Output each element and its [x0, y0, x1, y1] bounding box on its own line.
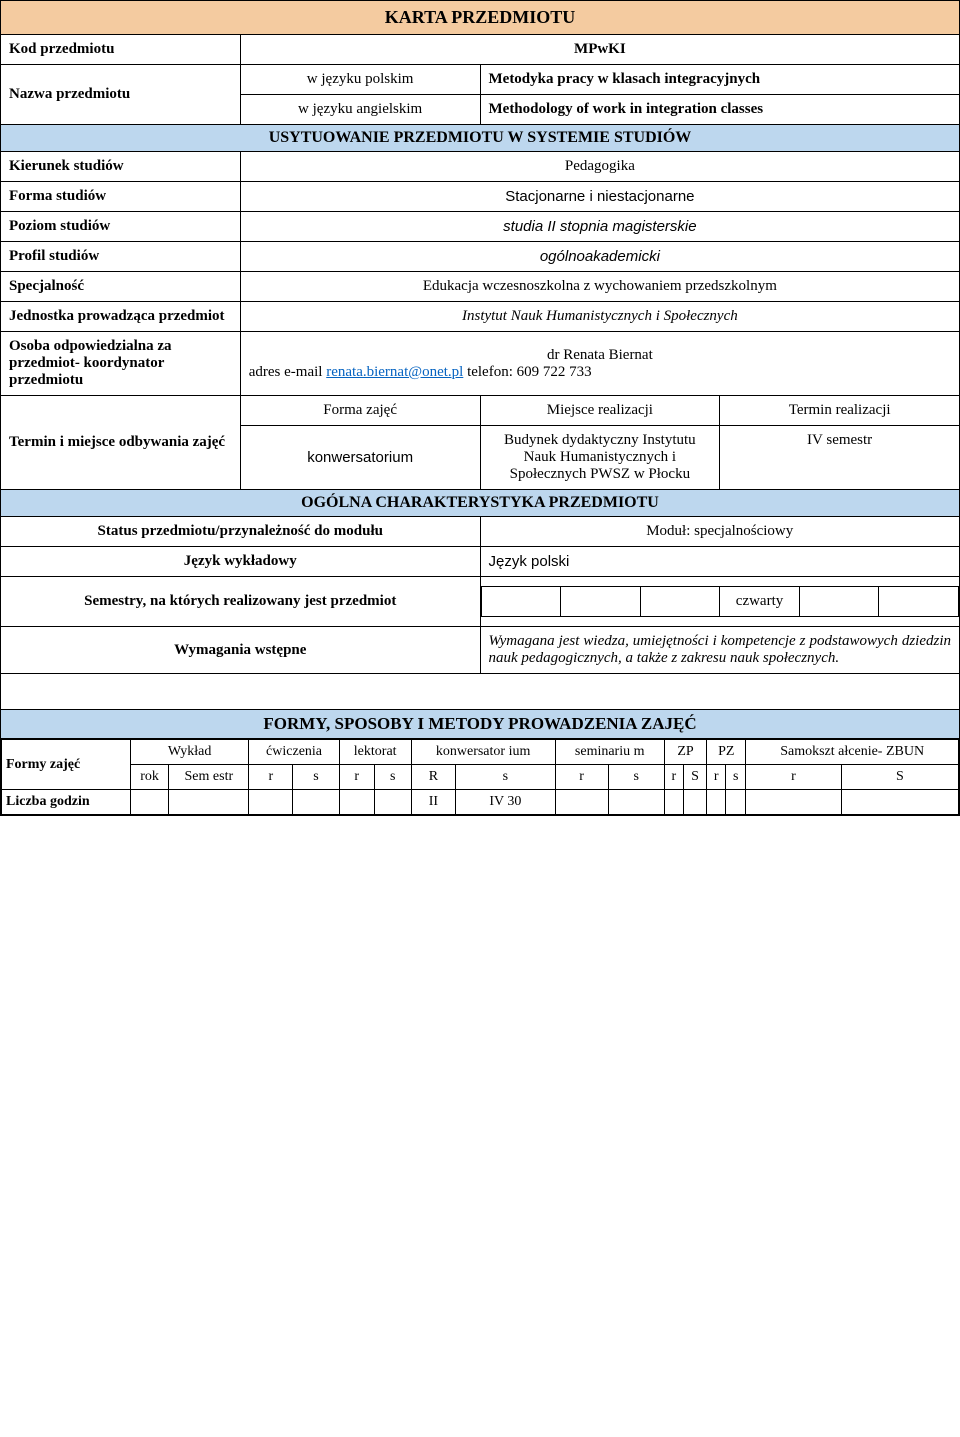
sub-r2: r [339, 765, 374, 790]
miejsce-value: Budynek dydaktyczny Instytutu Nauk Human… [480, 426, 720, 490]
sub-r1: r [249, 765, 293, 790]
wang-value: Methodology of work in integration class… [480, 95, 960, 125]
osoba-tel: telefon: 609 722 733 [463, 364, 591, 380]
sub-s4: s [608, 765, 664, 790]
osoba-pre: adres e-mail [249, 364, 326, 380]
forma-value: Stacjonarne i niestacjonarne [240, 182, 959, 212]
kierunek-value: Pedagogika [240, 152, 959, 182]
osoba-value: dr Renata Biernat adres e-mail renata.bi… [240, 332, 959, 396]
semestry-value: czwarty [720, 587, 800, 617]
kod-label: Kod przedmiotu [1, 35, 241, 65]
wang-label: w języku angielskim [240, 95, 480, 125]
nazwa-label: Nazwa przedmiotu [1, 65, 241, 125]
col-wyklad: Wykład [130, 740, 249, 765]
course-card-table: KARTA PRZEDMIOTU Kod przedmiotu MPwKI Na… [0, 0, 960, 816]
jednostka-label: Jednostka prowadząca przedmiot [1, 302, 241, 332]
formy-label: Formy zajęć [2, 740, 131, 790]
sub-S7: S [841, 765, 958, 790]
col-lektorat: lektorat [339, 740, 411, 765]
col-konwersatorium: konwersator ium [411, 740, 555, 765]
col-seminarium: seminariu m [555, 740, 664, 765]
forma-label: Forma studiów [1, 182, 241, 212]
specjalnosc-value: Edukacja wczesnoszkolna z wychowaniem pr… [240, 272, 959, 302]
semestry-cell: czwarty [480, 577, 960, 627]
semestry-subtable: czwarty [481, 586, 960, 617]
poziom-label: Poziom studiów [1, 212, 241, 242]
sub-s3: s [456, 765, 555, 790]
sub-S5: S [683, 765, 706, 790]
profil-value: ogólnoakademicki [240, 242, 959, 272]
wpol-label: w języku polskim [240, 65, 480, 95]
kierunek-label: Kierunek studiów [1, 152, 241, 182]
status-label: Status przedmiotu/przynależność do moduł… [1, 517, 481, 547]
termin-real-header: Termin realizacji [720, 396, 960, 426]
osoba-label: Osoba odpowiedzialna za przedmiot- koord… [1, 332, 241, 396]
miejsce-header: Miejsce realizacji [480, 396, 720, 426]
val-sem: IV 30 [456, 790, 555, 815]
wymagania-label: Wymagania wstępne [1, 627, 481, 674]
sub-s2: s [374, 765, 411, 790]
kod-value: MPwKI [240, 35, 959, 65]
forms-table: Formy zajęć Wykład ćwiczenia lektorat ko… [1, 739, 959, 815]
col-samoksztalcenie: Samokszt ałcenie- ZBUN [746, 740, 959, 765]
col-pz: PZ [707, 740, 746, 765]
sub-r7: r [746, 765, 841, 790]
forms-wrapper: Formy zajęć Wykład ćwiczenia lektorat ko… [1, 739, 960, 816]
poziom-value: studia II stopnia magisterskie [240, 212, 959, 242]
sub-sem: Sem estr [169, 765, 249, 790]
profil-label: Profil studiów [1, 242, 241, 272]
wymagania-value: Wymagana jest wiedza, umiejętności i kom… [480, 627, 960, 674]
wpol-value: Metodyka pracy w klasach integracyjnych [480, 65, 960, 95]
jezyk-value: Język polski [480, 547, 960, 577]
section-ogolna: OGÓLNA CHARAKTERYSTYKA PRZEDMIOTU [1, 490, 960, 517]
jezyk-label: Język wykładowy [1, 547, 481, 577]
sub-s1: s [293, 765, 339, 790]
osoba-name: dr Renata Biernat [249, 347, 951, 364]
val-rok: II [411, 790, 455, 815]
sub-r6: r [707, 765, 726, 790]
termin-real-value: IV semestr [720, 426, 960, 490]
section-formy: FORMY, SPOSOBY I METODY PROWADZENIA ZAJĘ… [1, 710, 960, 739]
specjalnosc-label: Specjalność [1, 272, 241, 302]
status-value: Moduł: specjalnościowy [480, 517, 960, 547]
card-title: KARTA PRZEDMIOTU [1, 1, 960, 35]
section-usytuowanie: USYTUOWANIE PRZEDMIOTU W SYSTEMIE STUDIÓ… [1, 125, 960, 152]
col-zp: ZP [664, 740, 706, 765]
sub-r4: r [555, 765, 608, 790]
semestry-label: Semestry, na których realizowany jest pr… [1, 577, 481, 627]
sub-R3: R [411, 765, 455, 790]
sub-r5: r [664, 765, 683, 790]
liczba-label: Liczba godzin [2, 790, 131, 815]
termin-label: Termin i miejsce odbywania zajęć [1, 396, 241, 490]
col-cwiczenia: ćwiczenia [249, 740, 339, 765]
osoba-email-link[interactable]: renata.biernat@onet.pl [326, 364, 463, 380]
sub-s6: s [726, 765, 746, 790]
sub-rok: rok [130, 765, 168, 790]
jednostka-value: Instytut Nauk Humanistycznych i Społeczn… [240, 302, 959, 332]
forma-zajec-header: Forma zajęć [240, 396, 480, 426]
forma-zajec-value: konwersatorium [240, 426, 480, 490]
